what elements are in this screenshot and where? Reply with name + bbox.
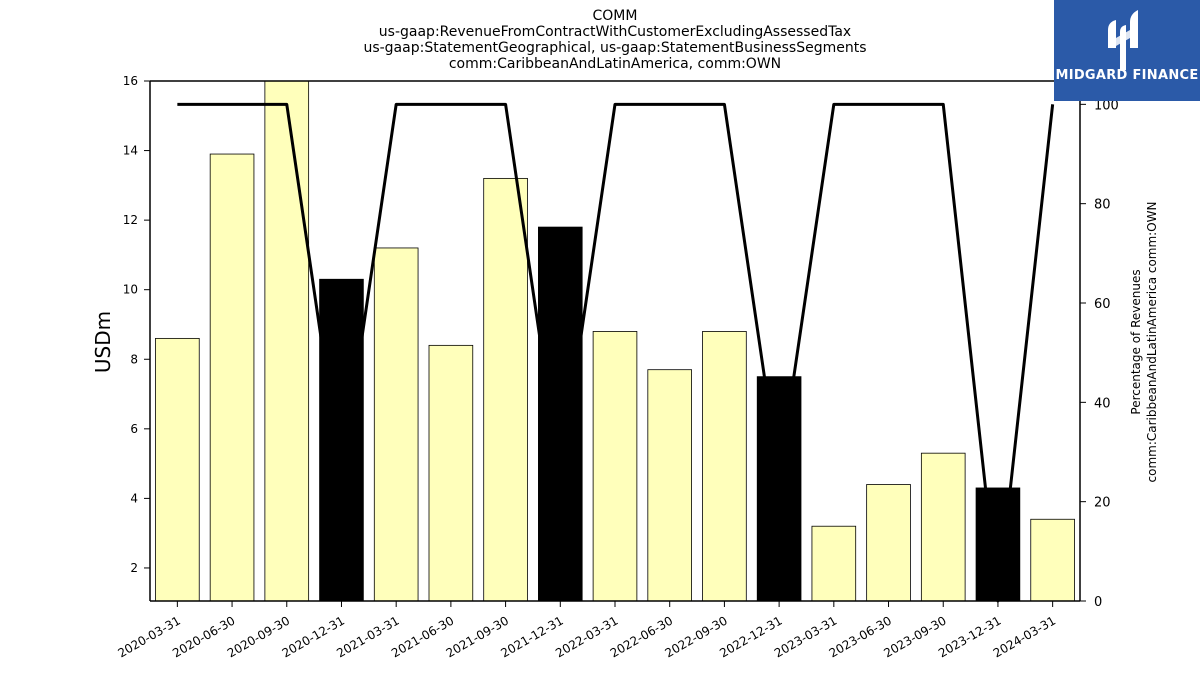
y-right-tick-label: 20: [1094, 496, 1111, 511]
y-tick-label: 14: [123, 144, 138, 158]
chart-title: COMMus-gaap:RevenueFromContractWithCusto…: [363, 8, 866, 72]
y-right-tick-label: 80: [1094, 198, 1111, 213]
bar: [920, 452, 966, 602]
y-tick-label: 8: [130, 352, 138, 366]
y-right-tick-label: 0: [1094, 595, 1102, 610]
y-right-tick-label: 40: [1094, 396, 1111, 411]
y-tick-label: 2: [130, 561, 138, 575]
y-tick-label: 12: [123, 213, 138, 227]
bar: [866, 484, 911, 602]
title-line: COMM: [593, 8, 638, 24]
bar: [319, 278, 364, 602]
y-axis-right: 0 20 40 60 80 100: [1080, 98, 1119, 610]
title-line: comm:CaribbeanAndLatinAmerica, comm:OWN: [449, 56, 781, 72]
y-tick-label: 6: [130, 422, 138, 436]
y-axis-label-right: Percentage of Revenues comm:CaribbeanAndL…: [1129, 201, 1159, 482]
y-axis-label-right-line: comm:CaribbeanAndLatinAmerica comm:OWN: [1145, 201, 1159, 482]
y-axis-label-right-line: Percentage of Revenues: [1129, 269, 1143, 414]
percentage-line: [177, 102, 1055, 603]
bar: [155, 337, 200, 602]
bar: [264, 80, 310, 602]
line-series: [177, 102, 1055, 603]
x-tick-label: 2024-03-31: [991, 613, 1058, 660]
bar: [538, 226, 583, 602]
bar: [1030, 518, 1075, 602]
bar: [702, 331, 747, 602]
x-axis: 2020-03-312020-06-302020-09-302020-12-31…: [115, 601, 1058, 660]
title-line: us-gaap:StatementGeographical, us-gaap:S…: [363, 40, 866, 56]
bar: [756, 376, 802, 602]
y-tick-label: 10: [123, 283, 138, 297]
bar: [428, 344, 474, 602]
bar: [483, 177, 528, 602]
y-right-tick-label: 60: [1094, 297, 1111, 312]
title-line: us-gaap:RevenueFromContractWithCustomerE…: [379, 24, 851, 40]
bar: [975, 487, 1021, 602]
bar: [373, 247, 419, 602]
bar-series: [155, 80, 1075, 602]
logo: MIDGARD FINANCE: [1054, 0, 1200, 101]
y-axis-left: 2 4 6 8 10 12 14 16: [123, 74, 150, 575]
logo-text: MIDGARD FINANCE: [1055, 68, 1199, 83]
y-tick-label: 16: [123, 74, 138, 88]
bar: [647, 369, 692, 602]
y-axis-label-left: USDm: [91, 311, 115, 373]
bar: [811, 525, 857, 602]
axes: [149, 80, 1081, 602]
y-right-tick-label: 100: [1094, 98, 1119, 113]
bar: [592, 331, 638, 602]
bar: [209, 153, 255, 602]
y-tick-label: 4: [130, 491, 138, 505]
midgard-logo-icon: [1108, 10, 1138, 70]
